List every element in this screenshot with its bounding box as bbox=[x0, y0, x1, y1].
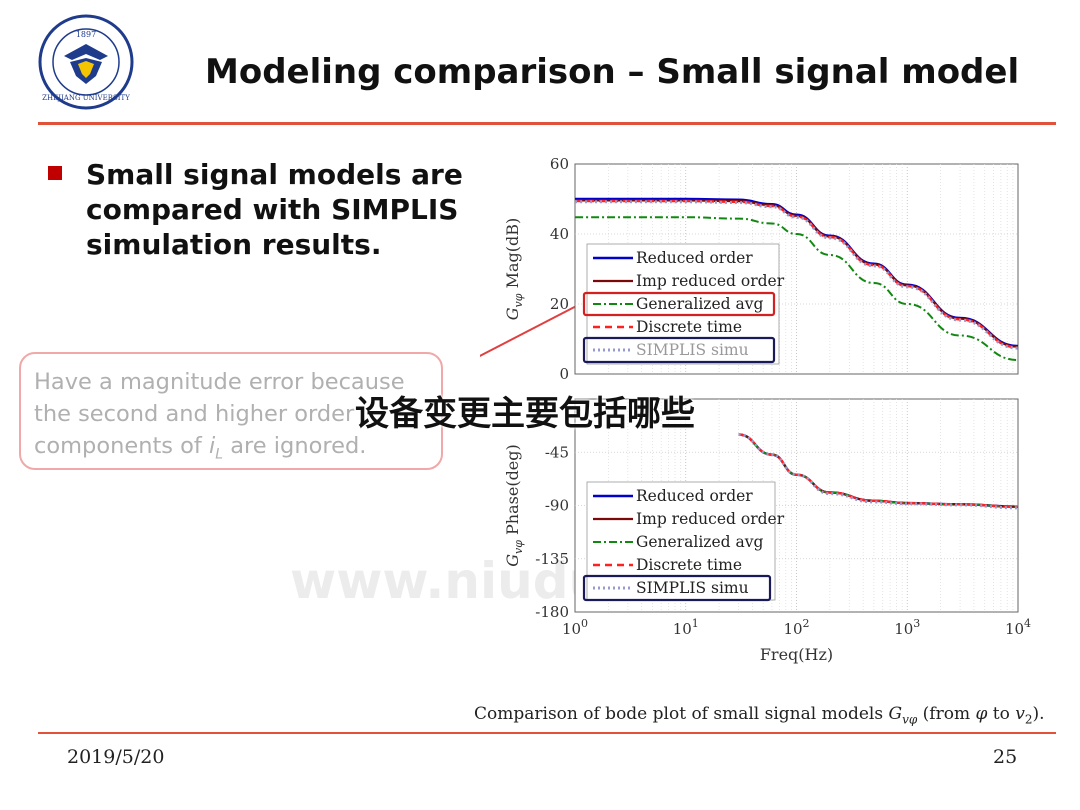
y-tick-label: 20 bbox=[550, 295, 569, 313]
legend-box bbox=[586, 481, 776, 601]
overlay-caption: 设备变更主要包括哪些 bbox=[355, 394, 695, 434]
legend-label: SIMPLIS simu bbox=[636, 341, 749, 359]
y-axis-label: Gvφ Mag(dB) bbox=[503, 218, 525, 320]
legend-label: Imp reduced order bbox=[636, 510, 785, 528]
y-tick-label: -180 bbox=[535, 603, 569, 621]
figure-caption: Comparison of bode plot of small signal … bbox=[474, 704, 1045, 727]
title-divider bbox=[38, 122, 1056, 125]
legend-highlight-simplis bbox=[582, 336, 776, 364]
legend-label: Reduced order bbox=[636, 487, 753, 505]
callout-line-2: the second and higher order bbox=[34, 401, 355, 427]
footer-divider bbox=[38, 732, 1056, 734]
bode-plot-figure: 0 20 40 60 Gvφ Mag(dB) Reduced order Imp reduc… bbox=[480, 155, 1031, 664]
callout-box bbox=[19, 352, 443, 470]
legend-label: Discrete time bbox=[636, 318, 742, 336]
y-tick-label: -45 bbox=[545, 443, 569, 461]
legend-label: Generalized avg bbox=[636, 533, 763, 551]
y-tick-label: -90 bbox=[545, 497, 569, 515]
slide-title: Modeling comparison – Small signal model bbox=[205, 52, 1020, 92]
series-line bbox=[575, 216, 1019, 361]
legend-highlight-generalized bbox=[582, 291, 776, 317]
university-logo: 1897 ZHEJIANG UNIVERSITY bbox=[38, 14, 134, 110]
y-tick-label: -135 bbox=[535, 550, 569, 568]
x-tick-label: 100 bbox=[562, 617, 588, 638]
legend-label: SIMPLIS simu bbox=[636, 579, 749, 597]
x-tick-label: 101 bbox=[673, 617, 699, 638]
series-line bbox=[738, 433, 1019, 510]
x-tick-label: 103 bbox=[894, 617, 920, 638]
bullet-text: Small signal models are compared with SI… bbox=[86, 158, 463, 261]
x-tick-label: 104 bbox=[1005, 617, 1031, 638]
callout-line-3: components of iL are ignored. bbox=[34, 433, 367, 463]
slide-date: 2019/5/20 bbox=[67, 746, 165, 768]
phase-plot: -180 -135 -90 -45 Gvφ Phase(deg) 100 101 102 103… bbox=[503, 398, 1031, 664]
callout-pointer bbox=[480, 299, 589, 357]
page-number: 25 bbox=[993, 746, 1018, 768]
y-tick-label: 60 bbox=[550, 155, 569, 173]
x-axis-label: Freq(Hz) bbox=[760, 645, 833, 664]
legend-label: Generalized avg bbox=[636, 295, 763, 313]
x-tick-label: 102 bbox=[783, 617, 809, 638]
y-tick-label: 40 bbox=[550, 225, 569, 243]
legend-label: Imp reduced order bbox=[636, 272, 785, 290]
legend-label: Reduced order bbox=[636, 249, 753, 267]
callout-text: Have a magnitude error because the secon… bbox=[34, 366, 434, 471]
legend-highlight-simplis bbox=[582, 574, 772, 602]
series-line bbox=[575, 199, 1019, 348]
legend-box bbox=[586, 243, 780, 365]
bullet-marker bbox=[48, 166, 62, 180]
svg-text:ZHEJIANG UNIVERSITY: ZHEJIANG UNIVERSITY bbox=[42, 94, 130, 102]
y-tick-label: 0 bbox=[559, 365, 569, 383]
magnitude-plot: 0 20 40 60 Gvφ Mag(dB) Reduced order Imp reduc… bbox=[503, 155, 1019, 383]
svg-text:1897: 1897 bbox=[76, 30, 96, 39]
callout-line-1: Have a magnitude error because bbox=[34, 369, 405, 395]
legend-label: Discrete time bbox=[636, 556, 742, 574]
y-axis-label: Gvφ Phase(deg) bbox=[503, 444, 525, 567]
